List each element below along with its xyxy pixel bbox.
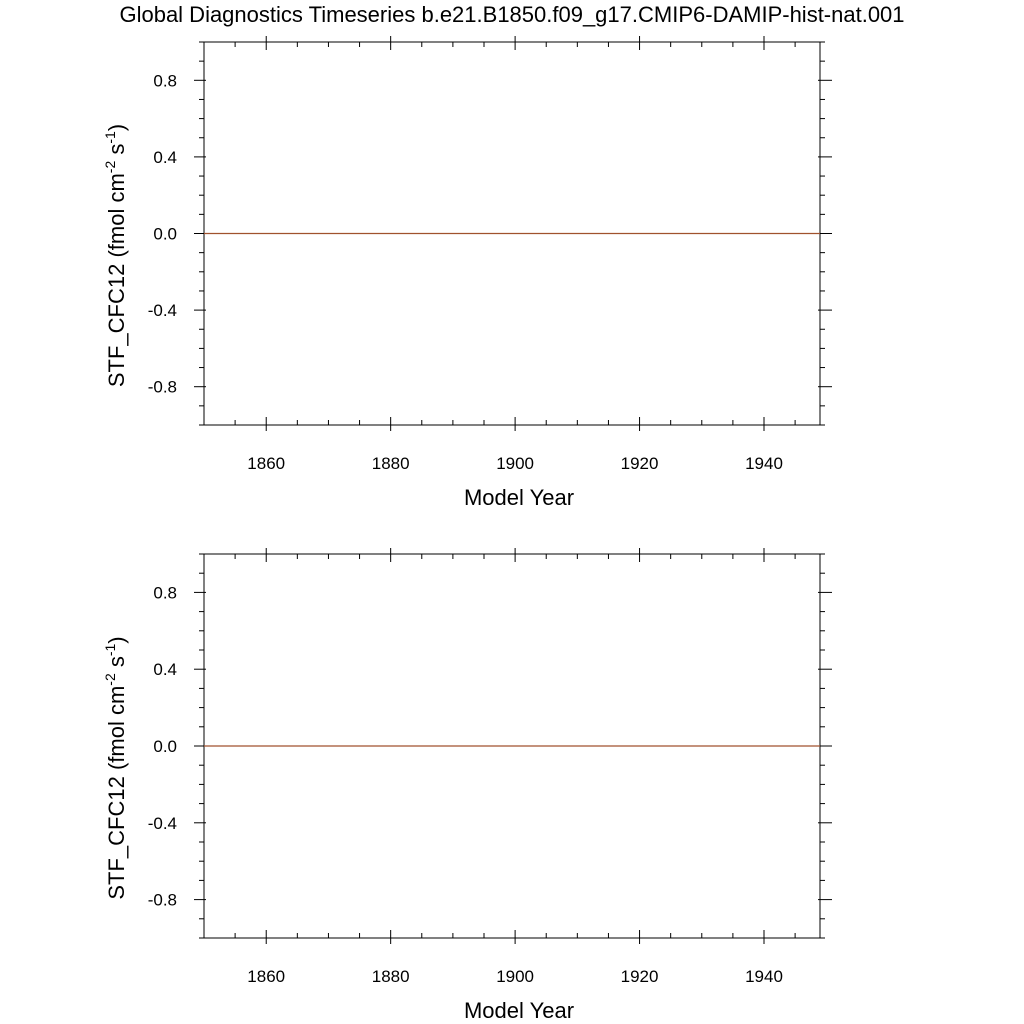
y-axis-label-superscript: -2 bbox=[102, 161, 118, 174]
x-axis-label: Model Year bbox=[464, 485, 574, 510]
page-title: Global Diagnostics Timeseries b.e21.B185… bbox=[119, 2, 905, 27]
y-tick-label: -0.4 bbox=[148, 301, 177, 320]
y-axis-label-superscript: -2 bbox=[102, 673, 118, 686]
plot-top: 1860 1880 1900 1920 1940 0.8 0.4 0.0 -0.4 -0.8 Mod… bbox=[102, 36, 832, 510]
x-tick-label: 1900 bbox=[496, 967, 534, 986]
x-tick-label: 1940 bbox=[745, 967, 783, 986]
y-tick-label: 0.8 bbox=[153, 71, 177, 90]
y-tick-label: 0.8 bbox=[153, 583, 177, 602]
x-tick-label: 1940 bbox=[745, 454, 783, 473]
x-tick-label: 1880 bbox=[372, 454, 410, 473]
y-tick-label: 0.4 bbox=[153, 660, 177, 679]
y-tick-label: 0.0 bbox=[153, 737, 177, 756]
y-axis-label-part: ) bbox=[104, 636, 129, 643]
y-axis-label-part: ) bbox=[104, 124, 129, 131]
y-axis-label-superscript: -1 bbox=[102, 643, 118, 656]
y-axis-label: STF_CFC12 (fmol cm-2 s-1) bbox=[102, 124, 129, 387]
y-axis-label-part: STF_CFC12 (fmol cm bbox=[104, 173, 129, 387]
y-tick-label: 0.4 bbox=[153, 148, 177, 167]
x-tick-label: 1900 bbox=[496, 454, 534, 473]
y-tick-label: -0.8 bbox=[148, 378, 177, 397]
y-tick-label: -0.4 bbox=[148, 814, 177, 833]
y-tick-label: 0.0 bbox=[153, 225, 177, 244]
x-tick-label: 1860 bbox=[247, 967, 285, 986]
x-tick-label: 1860 bbox=[247, 454, 285, 473]
y-axis-label-part: s bbox=[104, 656, 129, 673]
y-axis-label: STF_CFC12 (fmol cm-2 s-1) bbox=[102, 636, 129, 899]
y-tick-label: -0.8 bbox=[148, 891, 177, 910]
y-axis-label-superscript: -1 bbox=[102, 131, 118, 144]
y-axis-label-part: STF_CFC12 (fmol cm bbox=[104, 686, 129, 900]
x-tick-label: 1920 bbox=[621, 454, 659, 473]
plot-bottom: 1860 1880 1900 1920 1940 0.8 0.4 0.0 -0.4 -0.8 Mod… bbox=[102, 548, 832, 1023]
x-tick-label: 1920 bbox=[621, 967, 659, 986]
x-tick-label: 1880 bbox=[372, 967, 410, 986]
x-axis-label: Model Year bbox=[464, 998, 574, 1023]
y-axis-label-part: s bbox=[104, 144, 129, 161]
